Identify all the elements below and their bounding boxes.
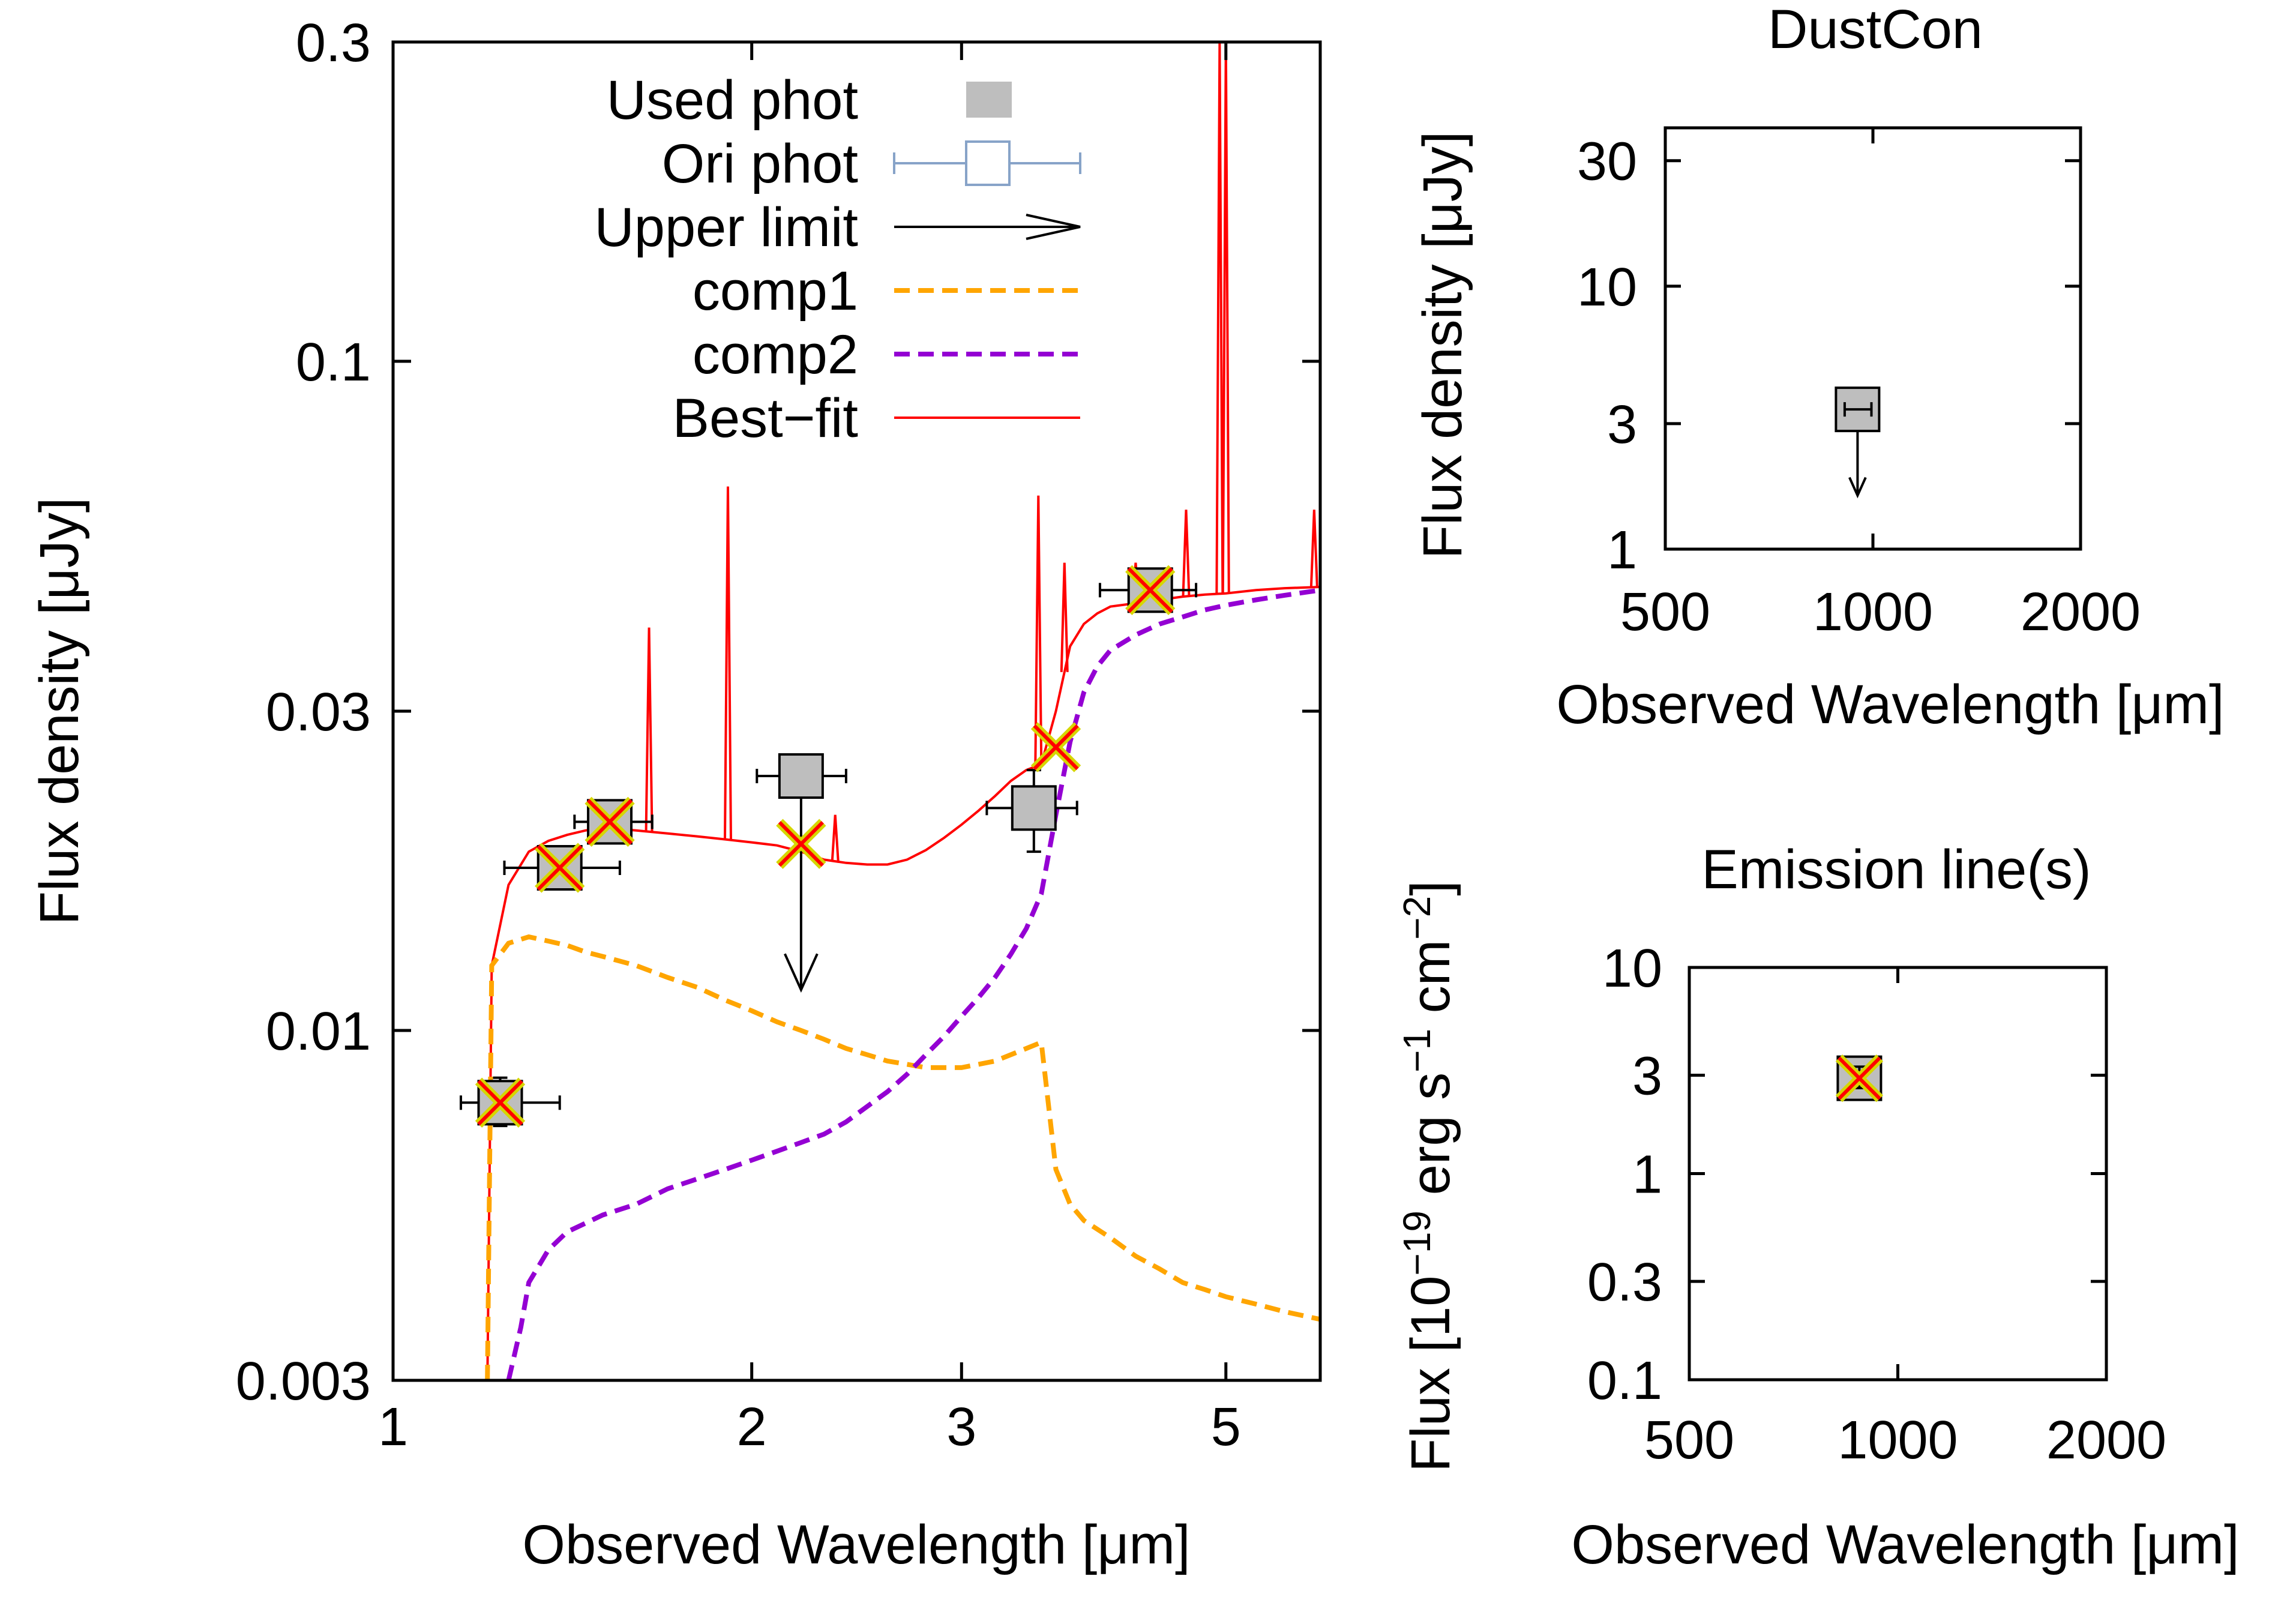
dust-upper-limit-arrow-head: [1848, 477, 1867, 499]
dust-y-tick-label: 10: [1577, 257, 1637, 317]
dust-continuum-panel: 500 1000 2000 1 3 10 30 DustCon Observed Wavelen…: [1412, 0, 2225, 735]
legend-label-comp2: comp2: [693, 324, 858, 385]
dust-y-tick-label: 3: [1607, 395, 1637, 455]
dust-y-tick-label: 30: [1577, 132, 1637, 192]
lines-y-tick-label: 10: [1602, 939, 1662, 999]
main-y-axis-label: Flux density [μJy]: [29, 498, 90, 925]
lines-plot-frame: [1687, 966, 2108, 1382]
lines-y-tick-label: 1: [1632, 1145, 1662, 1205]
lines-y-tick-label: 3: [1632, 1047, 1662, 1107]
lines-y-label-text: cm: [1400, 940, 1461, 1029]
main-sed-panel: 1 2 3 5 0.003 0.01 0.03 0.1 0.3 Observed Waveleng…: [29, 13, 1322, 1575]
best-fit-emission-spike: [723, 486, 732, 840]
model-phot-cross-stroke: [1127, 567, 1173, 613]
model-phot-cross-stroke: [586, 799, 633, 845]
best-fit-emission-spike: [1060, 562, 1069, 672]
legend-symbol-upper-limit-head: [1026, 214, 1081, 240]
model-phot-cross: [1125, 565, 1176, 615]
dust-y-axis-label: Flux density [μJy]: [1412, 131, 1473, 559]
main-x-tick-label: 2: [737, 1397, 767, 1457]
model-phot-cross-stroke: [536, 844, 583, 891]
dust-y-tick-label: 1: [1607, 520, 1637, 580]
best_fit-series-line: [486, 586, 1320, 1380]
legend-label-ori_phot: Ori phot: [662, 133, 858, 194]
lines-y-axis-label: Flux [10−19 erg s−1 cm−2]: [1395, 880, 1461, 1472]
model-phot-cross: [535, 843, 585, 893]
best-fit-emission-spike: [1034, 495, 1043, 766]
best-fit-emission-spike: [645, 627, 654, 832]
lines-x-tick-label: 500: [1644, 1410, 1734, 1470]
legend-label-upper_limit: Upper limit: [594, 197, 858, 258]
model-phot-cross: [585, 796, 635, 847]
lines-y-tick-label: 0.1: [1587, 1351, 1662, 1411]
legend-symbol-used-phot: [966, 82, 1012, 118]
best-fit-emission-spike: [1221, 42, 1230, 594]
model-phot-cross-stroke: [778, 821, 824, 867]
main-y-tick-label: 0.01: [266, 1002, 371, 1062]
dust-plot-frame: [1663, 126, 2082, 551]
model-phot-cross-stroke: [477, 1080, 523, 1126]
best-fit-emission-spike: [831, 814, 840, 862]
main-y-tick-label: 0.3: [296, 13, 371, 73]
main-y-tick-label: 0.003: [236, 1352, 371, 1412]
used-phot-marker: [1011, 785, 1057, 831]
comp1-series-line: [485, 934, 1320, 1380]
lines-model-phot-cross-stroke: [1838, 1056, 1881, 1100]
dust-x-tick-label: 1000: [1813, 582, 1933, 642]
best-fit-emission-spike: [1215, 42, 1224, 594]
lines-panel-title: Emission line(s): [1701, 839, 2091, 900]
lines-y-label-superscript: −2: [1395, 896, 1438, 940]
model-phot-cross: [1030, 722, 1081, 772]
main-x-tick-label: 5: [1211, 1397, 1241, 1457]
lines-y-label-superscript: −19: [1395, 1211, 1438, 1276]
legend-label-comp1: comp1: [693, 260, 858, 322]
legend-symbol-ori-phot-box: [965, 140, 1011, 186]
main-y-tick-label: 0.1: [296, 332, 371, 392]
emission-line-panel: 500 1000 2000 0.1 0.3 1 3 10 Emission line(s) Obs…: [1395, 839, 2240, 1575]
lines-x-tick-label: 1000: [1838, 1410, 1958, 1470]
main-x-tick-label: 1: [378, 1397, 408, 1457]
lines-y-label-text: erg s: [1400, 1072, 1461, 1211]
comp2-series-line: [506, 588, 1320, 1380]
model-phot-cross: [776, 819, 826, 869]
upper-limit-arrow-head: [784, 953, 819, 993]
main-x-axis-label: Observed Wavelength [μm]: [522, 1514, 1190, 1575]
lines-y-label-text: ]: [1400, 880, 1461, 896]
main-x-tick-label: 3: [946, 1397, 976, 1457]
lines-model-phot-cross: [1835, 1054, 1884, 1102]
legend-label-best_fit: Best−fit: [673, 388, 858, 449]
lines-y-label-superscript: −1: [1395, 1029, 1438, 1072]
dust-x-tick-label: 2000: [2021, 582, 2141, 642]
model-phot-cross-stroke: [1033, 724, 1079, 771]
lines-y-label-text: Flux [10: [1400, 1276, 1461, 1472]
best-fit-emission-spike: [1309, 510, 1318, 588]
legend-label-used_phot: Used phot: [607, 70, 858, 131]
upper-limit-marker: [778, 753, 824, 799]
dust-x-axis-label: Observed Wavelength [μm]: [1556, 674, 2224, 735]
model-phot-cross: [475, 1077, 526, 1128]
dust-panel-title: DustCon: [1768, 0, 1983, 60]
lines-y-tick-label: 0.3: [1587, 1253, 1662, 1313]
lines-x-axis-label: Observed Wavelength [μm]: [1571, 1514, 2239, 1575]
dust-x-tick-label: 500: [1620, 582, 1710, 642]
lines-x-tick-label: 2000: [2046, 1410, 2166, 1470]
best-fit-emission-spike: [1182, 510, 1191, 597]
main-y-tick-label: 0.03: [266, 682, 371, 742]
